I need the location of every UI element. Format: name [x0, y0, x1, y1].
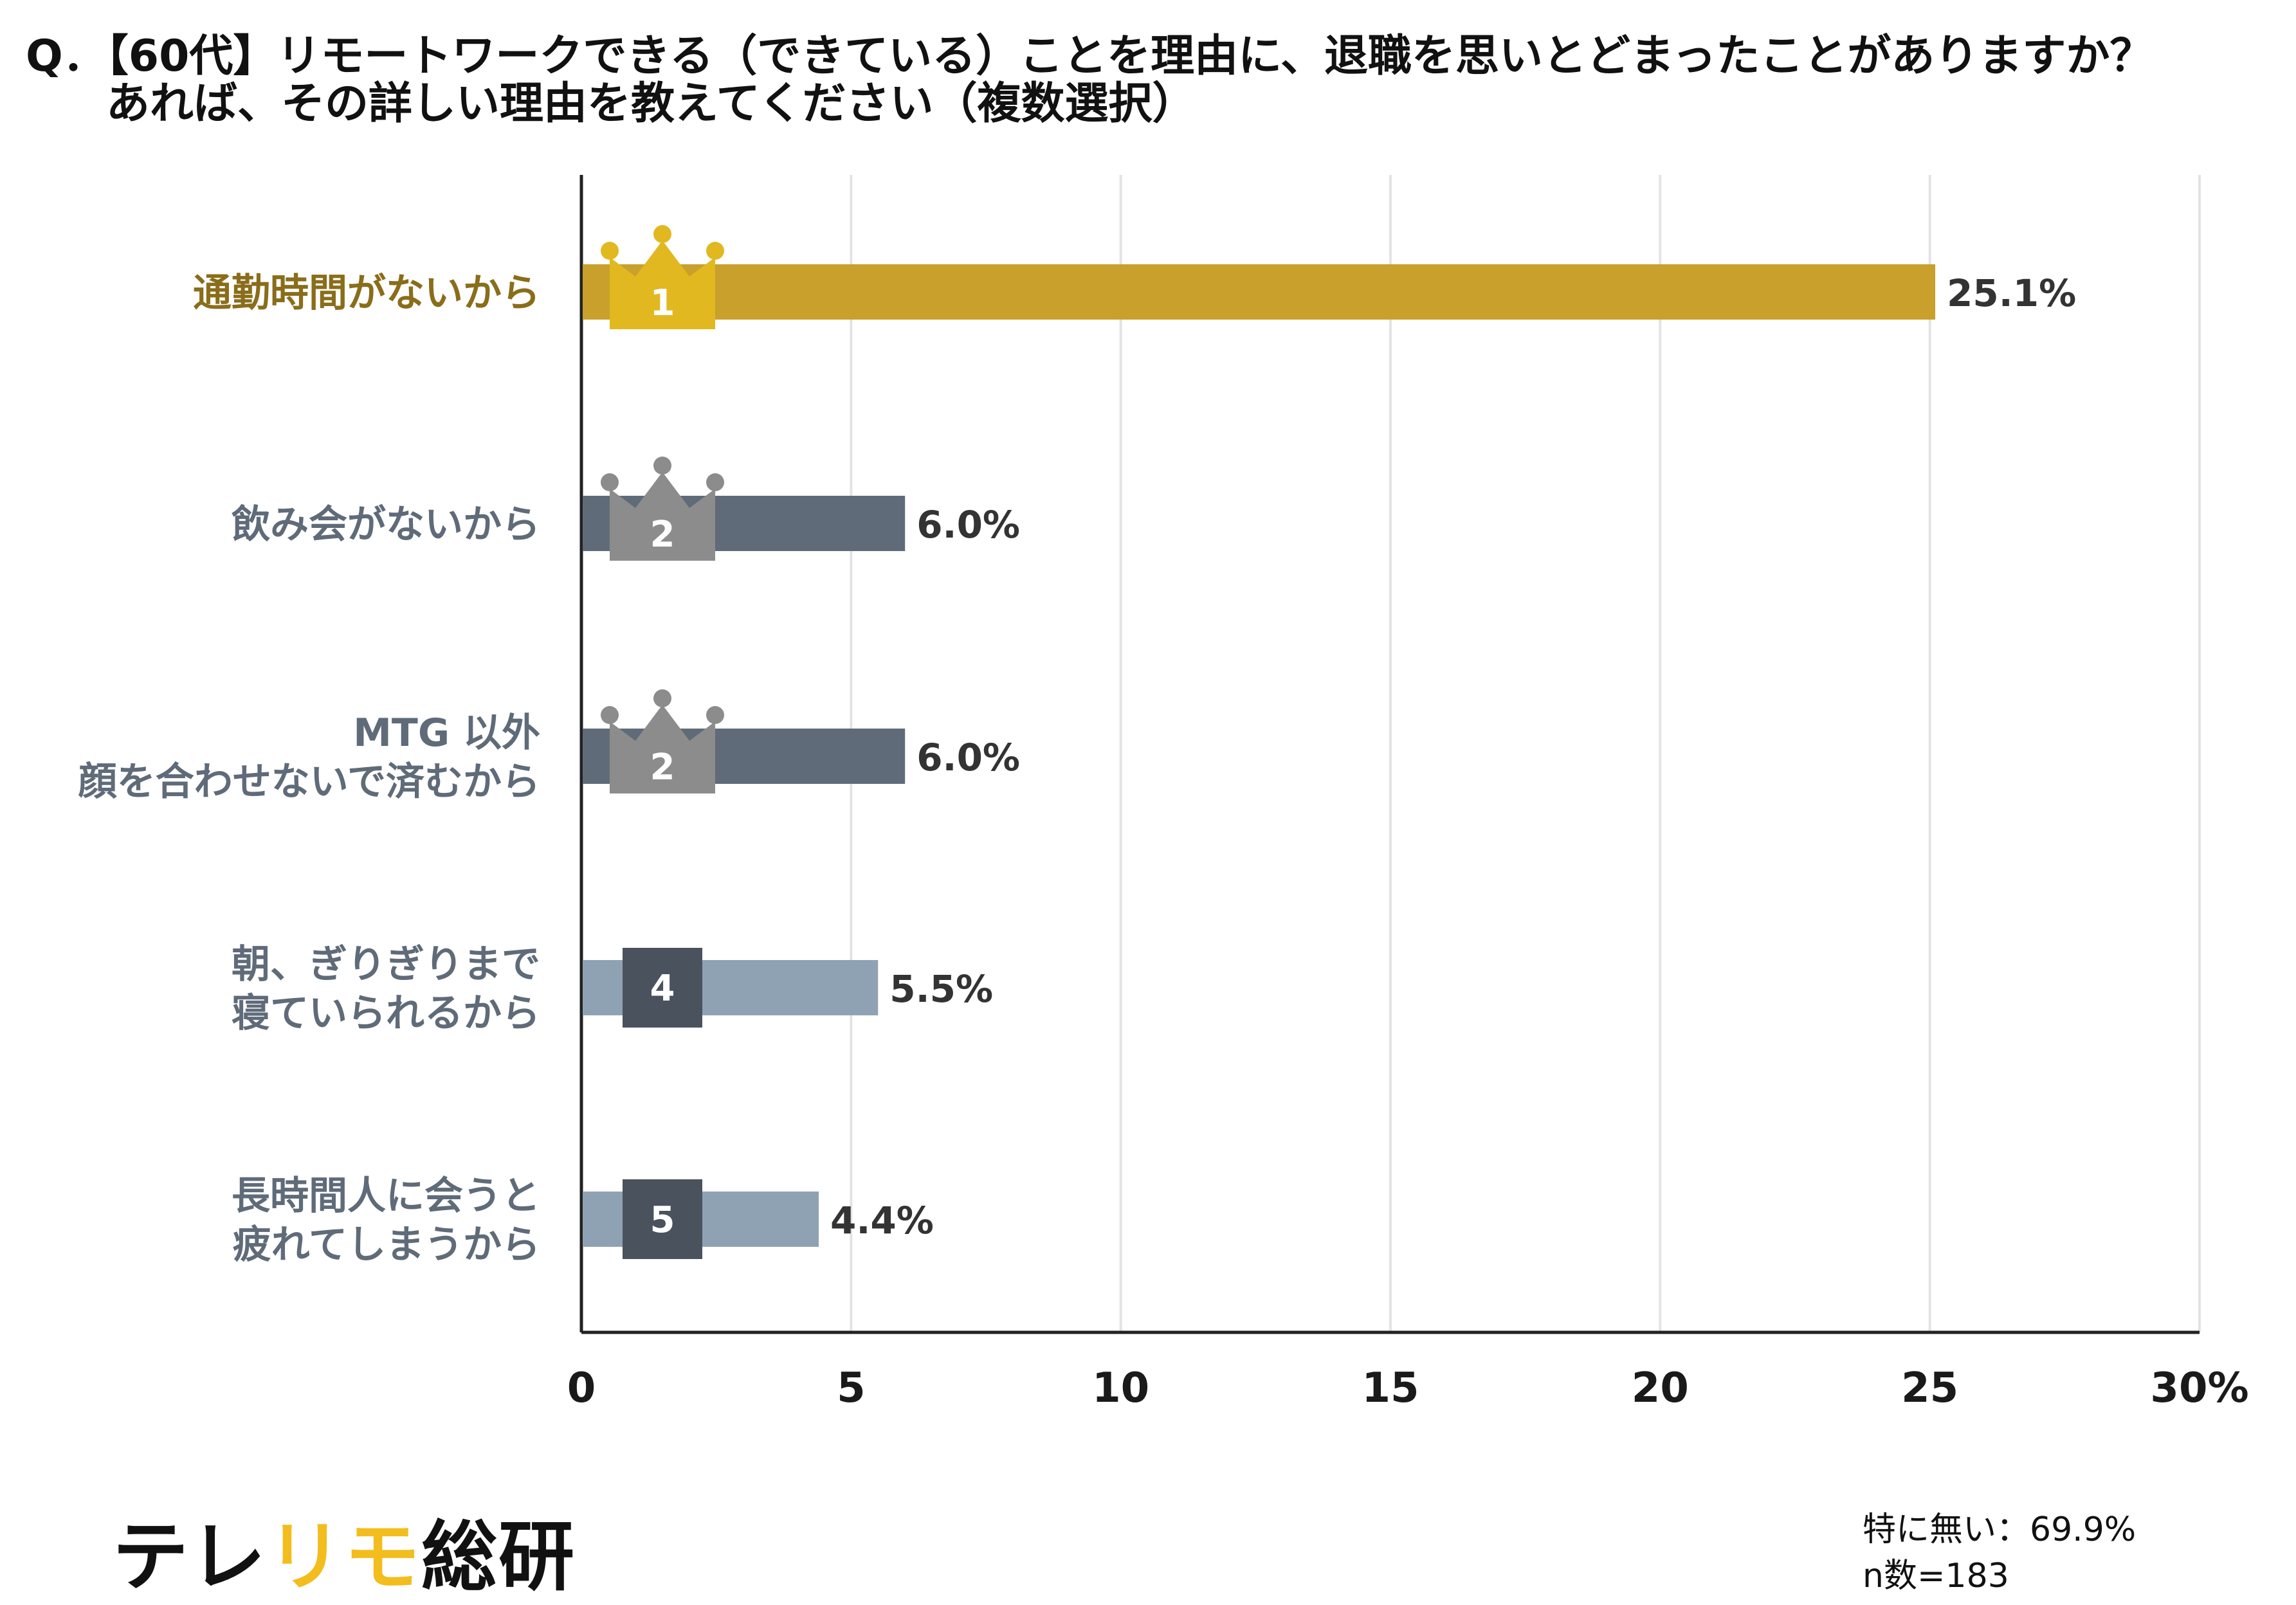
brand-logo-part3: 総研 — [421, 1512, 576, 1601]
x-tick-label: 0 — [567, 1365, 596, 1412]
bar — [583, 264, 1936, 320]
brand-logo-part2: リモ — [267, 1512, 422, 1601]
crown-jewel — [601, 242, 619, 260]
brand-logo-part1: テレ — [113, 1512, 268, 1601]
badge-square — [623, 948, 702, 1028]
crown-jewel — [653, 457, 671, 475]
question-title-line-2: あれば、その詳しい理由を教えてください（複数選択） — [106, 78, 1196, 129]
crown-jewel — [706, 473, 724, 491]
crown-body — [610, 240, 715, 329]
bar-value-label: 25.1% — [1947, 271, 2076, 315]
bar-value-label: 5.5% — [889, 967, 993, 1011]
crown-body — [610, 472, 715, 561]
category-label: 寝ていられるから — [232, 991, 540, 1036]
badge-square — [623, 1179, 702, 1259]
x-tick-label: 20 — [1632, 1365, 1689, 1412]
rank-number: 4 — [650, 968, 675, 1010]
x-tick-label: 10 — [1092, 1365, 1149, 1412]
rank-square-badge: 4 — [623, 948, 702, 1028]
crown-body — [610, 705, 715, 793]
crown-jewel — [653, 689, 671, 707]
crown-jewel — [706, 706, 724, 724]
rank-crown-icon: 1 — [601, 225, 724, 329]
sample-size-note: n数=183 — [1863, 1557, 2009, 1595]
crown-jewel — [601, 706, 619, 724]
crown-jewel — [601, 473, 619, 491]
bar-value-label: 6.0% — [916, 503, 1020, 547]
category-label: 顔を合わせないで済むから — [78, 759, 540, 804]
x-tick-label: 5 — [837, 1365, 866, 1412]
brand-logo: テレリモ総研 — [113, 1495, 576, 1605]
rank-number: 1 — [650, 282, 675, 324]
rank-number: 2 — [650, 747, 675, 788]
rank-square-badge: 5 — [623, 1179, 702, 1259]
category-label: MTG 以外 — [353, 711, 540, 756]
x-tick-label: 15 — [1362, 1365, 1419, 1412]
rank-crown-icon: 2 — [601, 689, 724, 793]
rank-number: 2 — [650, 514, 675, 556]
crown-jewel — [653, 225, 671, 243]
category-label: 長時間人に会うと — [232, 1174, 540, 1219]
crown-jewel — [706, 242, 724, 260]
category-label: 飲み会がないから — [232, 502, 540, 547]
bar-chart: 0 5 10 15 20 25 30%25.1%1通勤時間がないから6.0%2飲み会がないか… — [78, 175, 2249, 1412]
bar-value-label: 4.4% — [830, 1199, 934, 1242]
category-label: 通勤時間がないから — [193, 271, 540, 316]
question-title-line-1: Q．【60代】リモートワークできる（できている）ことを理由に、退職を思いとどまっ… — [26, 31, 2154, 82]
none-percentage-note: 特に無い：69.9% — [1863, 1510, 2137, 1549]
category-label: 疲れてしまうから — [233, 1222, 540, 1267]
rank-crown-icon: 2 — [601, 457, 724, 561]
x-tick-label: 25 — [1901, 1365, 1958, 1412]
category-label: 朝、ぎりぎりまで — [232, 942, 540, 987]
rank-number: 5 — [650, 1199, 675, 1241]
x-tick-label: 30% — [2150, 1365, 2248, 1412]
bar-value-label: 6.0% — [916, 736, 1020, 779]
